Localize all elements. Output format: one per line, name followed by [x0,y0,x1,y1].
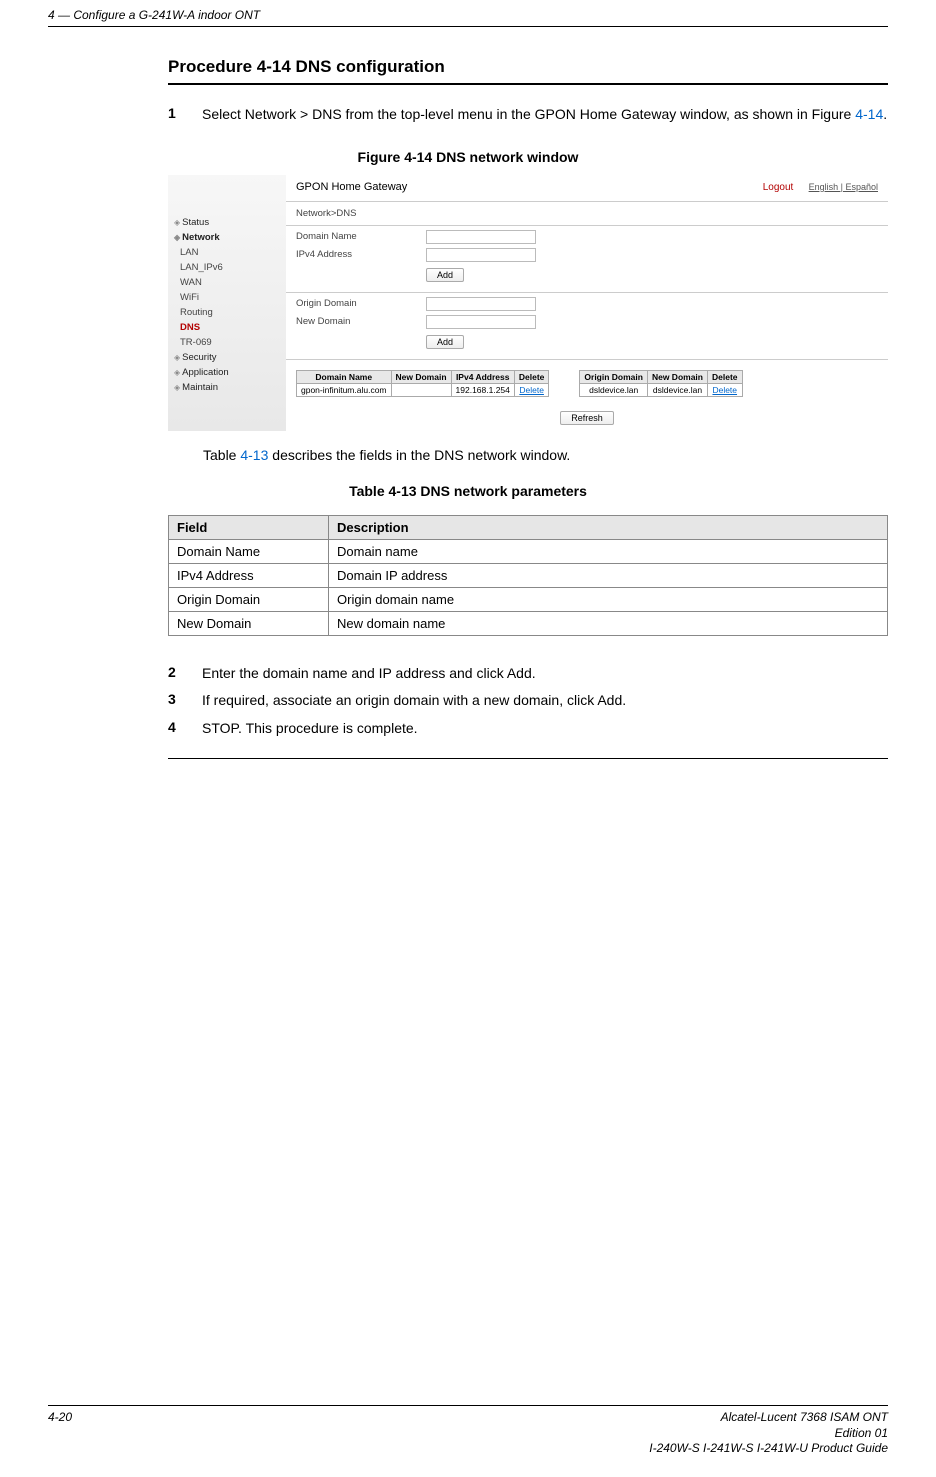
step-text: Enter the domain name and IP address and… [202,664,888,684]
step-number: 1 [168,105,202,125]
table-row: Origin DomainOrigin domain name [169,587,888,611]
page-footer: 4-20 Alcatel-Lucent 7368 ISAM ONT Editio… [0,1405,936,1477]
delete-link[interactable]: Delete [514,383,549,396]
step-number: 2 [168,664,202,684]
cell: Origin domain name [329,587,888,611]
dns-parameters-table: Field Description Domain NameDomain name… [168,515,888,636]
cell: Domain name [329,539,888,563]
sidebar-item[interactable]: LAN_IPv6 [174,260,280,275]
cell: IPv4 Address [169,563,329,587]
ref-post: describes the fields in the DNS network … [268,447,570,463]
sidebar-item[interactable]: WAN [174,275,280,290]
footer-line-1: Alcatel-Lucent 7368 ISAM ONT [649,1410,888,1426]
sidebar-item[interactable]: TR-069 [174,335,280,350]
sidebar-item[interactable]: LAN [174,245,280,260]
step-text: Select Network > DNS from the top-level … [202,105,888,125]
language-switch[interactable]: English | Español [809,182,878,192]
step-number: 4 [168,719,202,739]
brand-label: GPON Home Gateway [296,181,407,193]
ipv4-input[interactable] [426,248,536,262]
step-3: 3 If required, associate an origin domai… [168,691,888,711]
sidebar-item[interactable]: DNS [174,320,280,335]
chapter-ref: 4 — Configure a G-241W-A indoor ONT [48,8,260,22]
new-domain-input[interactable] [426,315,536,329]
cell: Origin Domain [169,587,329,611]
col-domain-name: Domain Name [297,370,392,383]
new-domain-label: New Domain [296,316,426,327]
refresh-button[interactable]: Refresh [560,411,614,425]
sidebar: StatusNetworkLANLAN_IPv6WANWiFiRoutingDN… [168,175,286,431]
origin-domain-input[interactable] [426,297,536,311]
cell: dsldevice.lan [580,383,648,396]
table-row: IPv4 AddressDomain IP address [169,563,888,587]
cell: 192.168.1.254 [451,383,514,396]
sidebar-item[interactable]: Application [174,365,280,380]
domain-name-label: Domain Name [296,231,426,242]
step-post: . [883,106,887,122]
page-header: 4 — Configure a G-241W-A indoor ONT [48,0,888,27]
col-delete: Delete [514,370,549,383]
procedure-title: Procedure 4-14 DNS configuration [168,57,888,85]
add-button-2[interactable]: Add [426,335,464,349]
col-ipv4: IPv4 Address [451,370,514,383]
delete-link-r[interactable]: Delete [707,383,742,396]
table-row: Domain NameDomain name [169,539,888,563]
dns-table-left: Domain Name New Domain IPv4 Address Dele… [296,370,549,397]
step-pre: Select Network > DNS from the top-level … [202,106,855,122]
page-number: 4-20 [48,1410,72,1457]
sidebar-item[interactable]: Routing [174,305,280,320]
sidebar-item[interactable]: Maintain [174,380,280,395]
th-desc: Description [329,515,888,539]
dns-table-right: Origin Domain New Domain Delete dsldevic… [579,370,742,397]
col-origin-domain: Origin Domain [580,370,648,383]
table-caption: Table 4-13 DNS network parameters [48,483,888,499]
col-delete-r: Delete [707,370,742,383]
breadcrumb: Network>DNS [286,204,888,223]
step-text: STOP. This procedure is complete. [202,719,888,739]
step-text: If required, associate an origin domain … [202,691,888,711]
cell: Domain IP address [329,563,888,587]
cell: New domain name [329,611,888,635]
origin-domain-label: Origin Domain [296,298,426,309]
footer-line-3: I-240W-S I-241W-S I-241W-U Product Guide [649,1441,888,1457]
col-new-domain-r: New Domain [647,370,707,383]
footer-line-2: Edition 01 [649,1426,888,1442]
cell [391,383,451,396]
cell: New Domain [169,611,329,635]
step-number: 3 [168,691,202,711]
cell: dsldevice.lan [647,383,707,396]
th-field: Field [169,515,329,539]
figure-caption: Figure 4-14 DNS network window [48,149,888,165]
domain-name-input[interactable] [426,230,536,244]
add-button-1[interactable]: Add [426,268,464,282]
sidebar-item[interactable]: WiFi [174,290,280,305]
cell: gpon-infinitum.alu.com [297,383,392,396]
table-row: New DomainNew domain name [169,611,888,635]
table-ref-text: Table 4-13 describes the fields in the D… [203,447,888,463]
col-new-domain: New Domain [391,370,451,383]
sidebar-item[interactable]: Security [174,350,280,365]
table-link[interactable]: 4-13 [240,447,268,463]
ipv4-label: IPv4 Address [296,249,426,260]
figure-link[interactable]: 4-14 [855,106,883,122]
logout-link[interactable]: Logout [763,182,794,193]
sidebar-item[interactable]: Status [174,215,280,230]
sidebar-item[interactable]: Network [174,230,280,245]
step-1: 1 Select Network > DNS from the top-leve… [168,105,888,125]
cell: Domain Name [169,539,329,563]
step-2: 2 Enter the domain name and IP address a… [168,664,888,684]
ref-pre: Table [203,447,240,463]
step-4: 4 STOP. This procedure is complete. [168,719,888,739]
dns-window-screenshot: StatusNetworkLANLAN_IPv6WANWiFiRoutingDN… [168,175,888,431]
